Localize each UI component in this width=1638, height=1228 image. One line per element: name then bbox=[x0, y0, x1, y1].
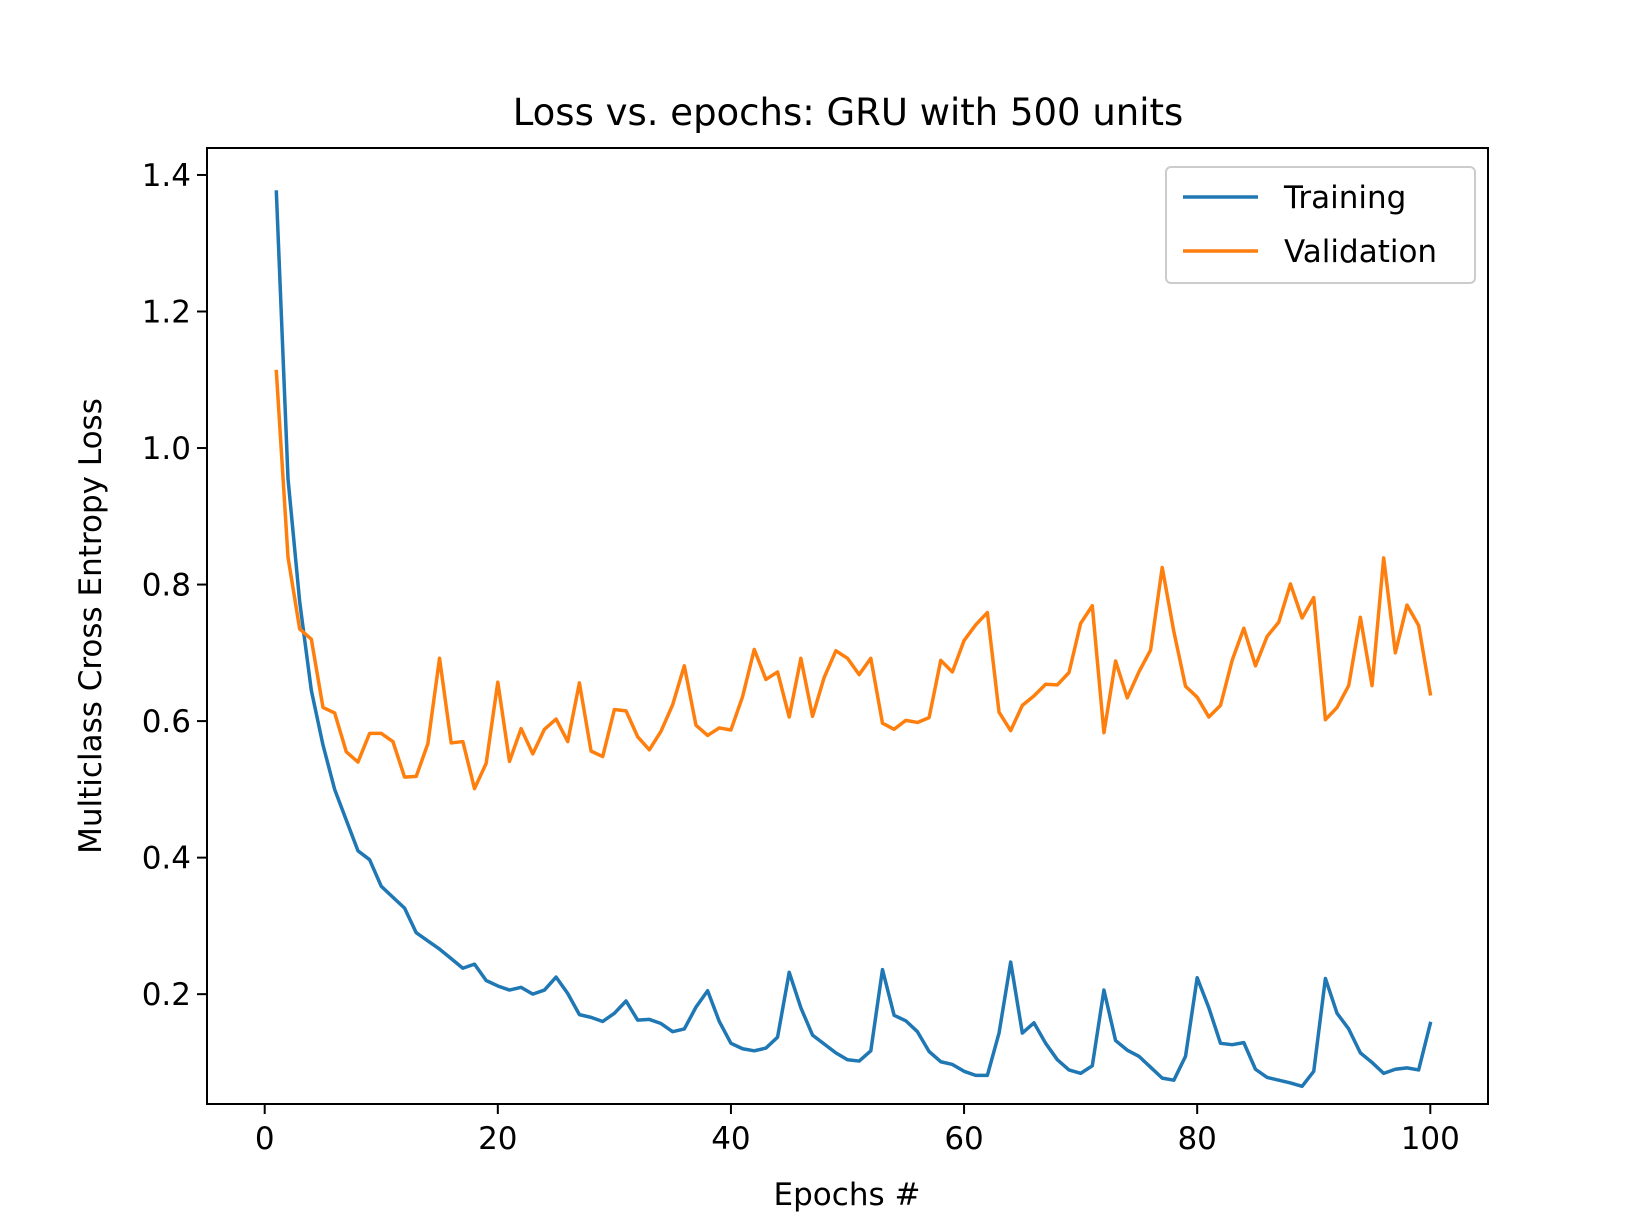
legend: Training Validation bbox=[1165, 166, 1476, 284]
legend-label-validation: Validation bbox=[1284, 234, 1437, 270]
x-tick-label: 80 bbox=[1177, 1121, 1216, 1157]
x-tick-label: 40 bbox=[711, 1121, 750, 1157]
series-layer bbox=[274, 190, 1433, 1089]
y-tick-label: 0.6 bbox=[142, 704, 191, 740]
x-axis: 0 20 40 60 80 100 bbox=[255, 1104, 1460, 1157]
y-axis: 0.2 0.4 0.6 0.8 1.0 1.2 1.4 bbox=[142, 158, 207, 1013]
y-tick-label: 1.0 bbox=[142, 431, 191, 467]
series-line-validation bbox=[274, 369, 1433, 791]
y-tick-label: 0.2 bbox=[142, 977, 191, 1013]
y-tick-label: 0.4 bbox=[142, 841, 191, 877]
y-tick-label: 0.8 bbox=[142, 568, 191, 604]
x-tick-label: 60 bbox=[944, 1121, 983, 1157]
x-tick-label: 100 bbox=[1401, 1121, 1460, 1157]
series-line-training bbox=[274, 190, 1433, 1089]
x-axis-label: Epochs # bbox=[774, 1177, 921, 1213]
legend-label-training: Training bbox=[1283, 180, 1406, 216]
x-tick-label: 0 bbox=[255, 1121, 275, 1157]
y-axis-label: Multiclass Cross Entropy Loss bbox=[73, 398, 109, 854]
chart-title: Loss vs. epochs: GRU with 500 units bbox=[513, 91, 1184, 134]
axes-frame bbox=[206, 147, 1489, 1105]
x-tick-label: 20 bbox=[478, 1121, 517, 1157]
y-tick-label: 1.2 bbox=[142, 294, 191, 330]
y-tick-label: 1.4 bbox=[142, 158, 191, 194]
